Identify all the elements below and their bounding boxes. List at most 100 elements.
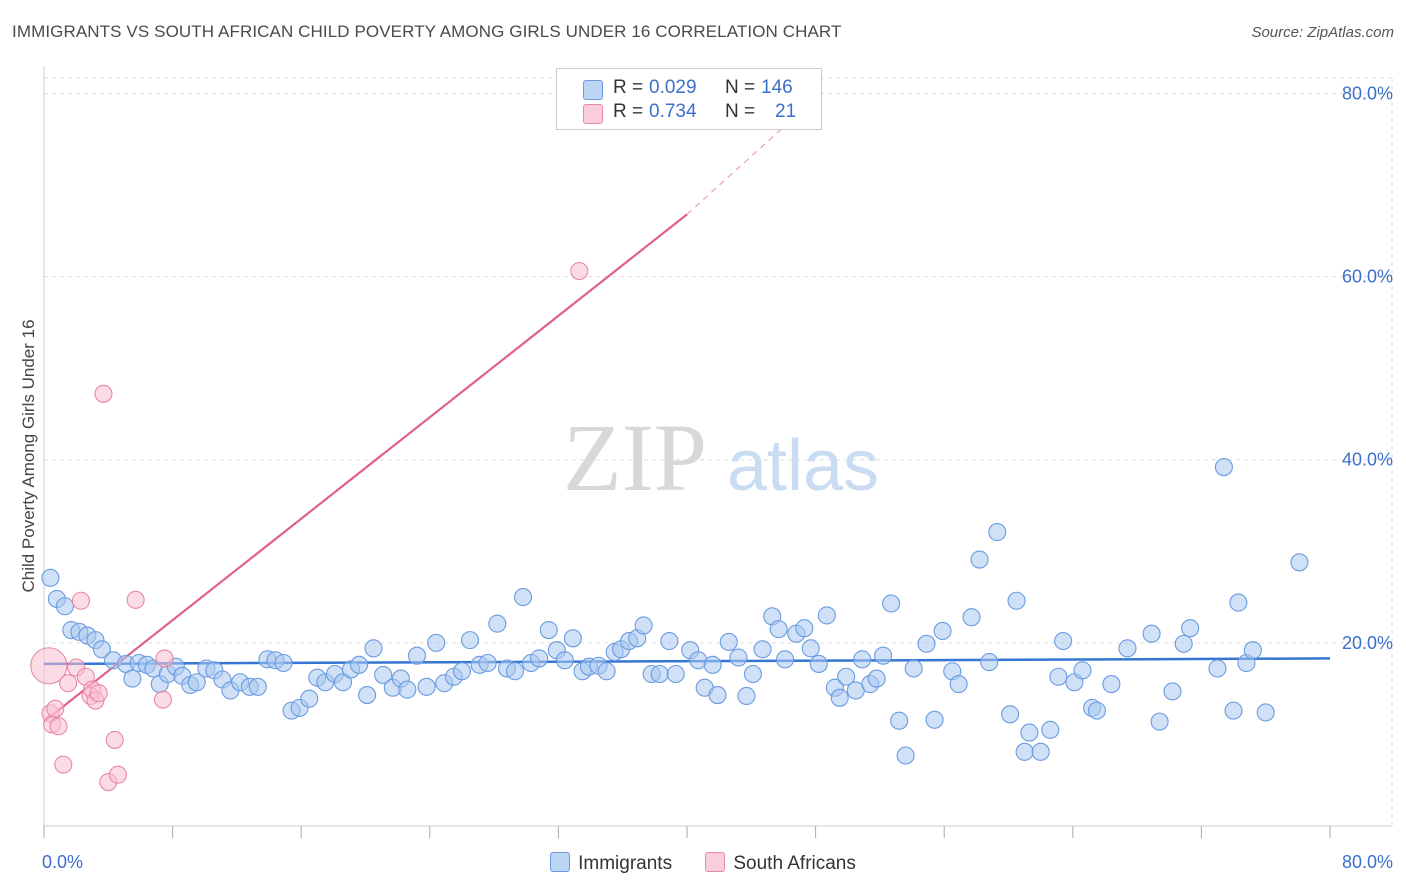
label-layer: Child Poverty Among Girls Under 16 0.0% … <box>19 319 1393 872</box>
immigrants-point <box>1243 641 1262 660</box>
chart-title: IMMIGRANTS VS SOUTH AFRICAN CHILD POVERT… <box>12 22 842 41</box>
y-axis-label: Child Poverty Among Girls Under 16 <box>19 319 38 592</box>
immigrants-point <box>708 686 727 705</box>
y-tick-label: 20.0% <box>1342 633 1393 653</box>
immigrants-point <box>1142 624 1161 643</box>
immigrants-point <box>817 606 836 625</box>
south-africans-legend-swatch <box>705 852 726 872</box>
immigrants-point <box>1102 675 1121 694</box>
watermark-atlas: atlas <box>727 426 879 506</box>
south-africans-point <box>71 591 91 610</box>
immigrants-point <box>703 655 722 674</box>
immigrants-point <box>666 664 685 684</box>
south-africans-point <box>49 717 68 736</box>
immigrants-point <box>1015 742 1034 761</box>
n-label: N = <box>725 101 756 122</box>
immigrants-point <box>41 568 60 587</box>
immigrants-point <box>350 655 369 674</box>
points-layer <box>30 262 1309 792</box>
immigrants-point <box>1031 742 1050 761</box>
trend-layer <box>43 90 1331 723</box>
immigrants-point <box>460 631 480 650</box>
south-africans-swatch <box>583 104 603 124</box>
immigrants-point <box>452 662 472 681</box>
south-africans-point <box>570 262 589 281</box>
south-africans-point <box>59 674 78 693</box>
immigrants-point <box>729 648 748 667</box>
r-label: R = <box>613 77 644 98</box>
y-tick-label: 60.0% <box>1342 267 1393 287</box>
immigrants-point <box>874 646 893 665</box>
immigrants-point <box>753 640 772 659</box>
south-africans-point <box>94 384 113 403</box>
immigrants-point <box>743 664 762 684</box>
south-africans-point <box>30 647 68 685</box>
watermark-zip: ZIP <box>563 404 707 511</box>
immigrants-point <box>55 597 74 616</box>
axis-layer: 20.0% 40.0% 60.0% 80.0% <box>43 66 1393 838</box>
south-africans-point <box>126 590 145 609</box>
immigrants-point <box>407 646 426 665</box>
immigrants-swatch <box>583 80 603 100</box>
immigrants-point <box>830 688 849 707</box>
immigrants-point <box>248 677 267 696</box>
immigrants-point <box>949 675 968 694</box>
watermark: ZIP atlas <box>563 404 879 511</box>
immigrants-point <box>1049 667 1068 686</box>
immigrants-point <box>925 710 944 729</box>
south-africans-point <box>54 755 73 774</box>
immigrants-point <box>539 620 558 640</box>
immigrants-trend-line <box>43 657 1331 666</box>
immigrants-point <box>801 639 820 658</box>
immigrants-point <box>563 629 582 648</box>
immigrants-point <box>904 659 923 678</box>
immigrants-point <box>1208 659 1227 678</box>
immigrants-point <box>123 669 142 688</box>
immigrants-point <box>917 634 936 653</box>
immigrants-point <box>890 711 909 730</box>
immigrants-point <box>1181 619 1200 638</box>
immigrants-point <box>737 686 756 706</box>
immigrants-point <box>1229 593 1248 612</box>
immigrants-point <box>837 667 856 686</box>
south-africans-point <box>155 649 174 668</box>
immigrants-point <box>300 689 319 708</box>
immigrants-point <box>1054 631 1073 651</box>
immigrants-point <box>597 662 616 681</box>
series-legend: Immigrants South Africans <box>0 852 1406 875</box>
immigrants-point <box>809 654 828 673</box>
immigrants-point <box>274 653 293 673</box>
immigrants-point <box>92 640 111 659</box>
immigrants-point <box>417 677 436 696</box>
immigrants-point <box>1087 701 1106 720</box>
immigrants-point <box>1290 553 1309 572</box>
y-tick-label: 40.0% <box>1342 450 1393 470</box>
immigrants-point <box>882 594 901 613</box>
immigrants-point <box>634 616 653 635</box>
immigrants-point <box>398 680 417 699</box>
legend-item-south-africans: South Africans <box>705 852 856 875</box>
south-africans-r-value: 0.734 <box>649 101 697 122</box>
immigrants-point <box>1020 723 1039 742</box>
immigrants-point <box>478 653 497 673</box>
immigrants-point <box>719 632 738 652</box>
immigrants-point <box>1073 661 1092 680</box>
immigrants-point <box>1163 682 1182 701</box>
immigrants-point <box>650 664 669 684</box>
r-label: R = <box>613 101 644 122</box>
immigrants-r-value: 0.029 <box>649 77 697 98</box>
legend-label-south-africans: South Africans <box>733 853 856 874</box>
x-tick-label-min: 0.0% <box>42 852 83 872</box>
immigrants-point <box>776 650 795 669</box>
immigrants-point <box>795 619 814 638</box>
immigrants-point <box>1214 458 1233 477</box>
immigrants-point <box>962 608 981 627</box>
immigrants-point <box>1001 705 1020 724</box>
immigrants-point <box>427 633 446 652</box>
immigrants-point <box>505 662 525 681</box>
y-tick-label: 80.0% <box>1342 83 1393 103</box>
immigrants-point <box>1256 703 1275 722</box>
immigrants-point <box>980 653 999 672</box>
immigrants-point <box>660 631 679 651</box>
